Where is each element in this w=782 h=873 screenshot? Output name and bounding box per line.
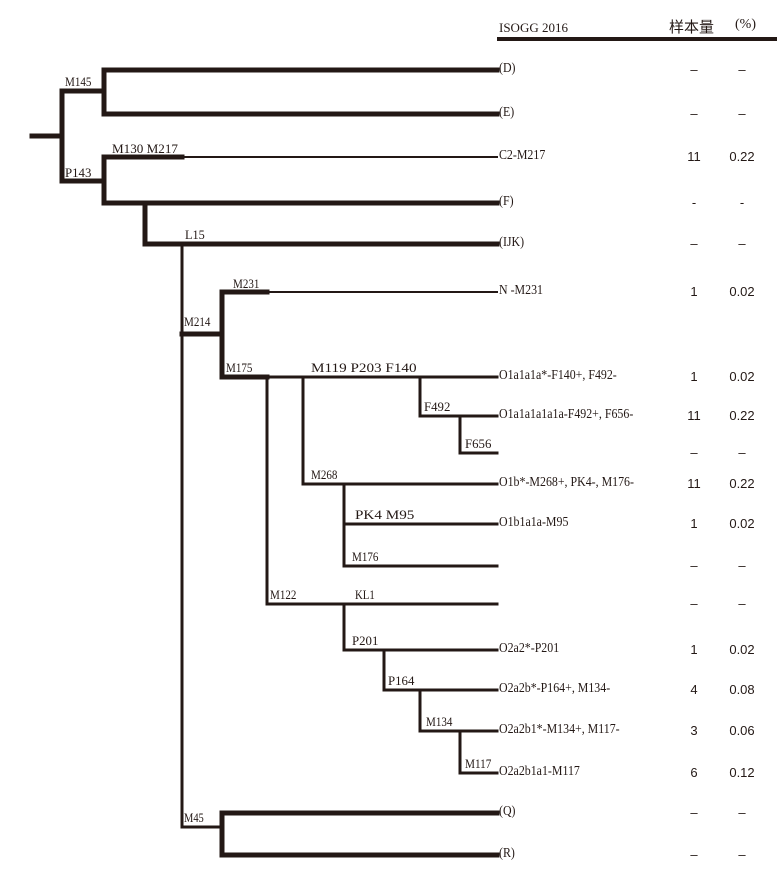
clade-label: (R) xyxy=(499,846,515,861)
sample-percent: 0.22 xyxy=(729,149,755,164)
snp-label-m122: M122 xyxy=(270,587,296,602)
clade-label: O1a1a1a*-F140+, F492- xyxy=(499,368,617,383)
clade-label: O2a2b*-P164+, M134- xyxy=(499,681,611,696)
sample-percent: – xyxy=(738,445,746,460)
sample-percent: – xyxy=(738,805,746,820)
snp-label-f656: F656 xyxy=(465,436,492,451)
clade-label: N -M231 xyxy=(499,283,543,298)
clade-label: (D) xyxy=(499,61,516,76)
sample-percent: 0.02 xyxy=(729,284,755,299)
header-percent-column: (%) xyxy=(735,17,756,32)
sample-percent: 0.22 xyxy=(729,408,755,423)
sample-count: 11 xyxy=(687,408,701,423)
snp-label-m130-m217: M130 M217 xyxy=(112,141,178,156)
sample-count: 11 xyxy=(687,149,701,164)
snp-label-p201: P201 xyxy=(352,633,378,648)
sample-percent: – xyxy=(738,558,746,573)
clade-label: O2a2*-P201 xyxy=(499,641,560,656)
clade-label: O1a1a1a1a1a-F492+, F656- xyxy=(499,407,634,422)
snp-label-m145: M145 xyxy=(65,74,91,89)
clade-label: C2-M217 xyxy=(499,148,546,163)
snp-label-p143: P143 xyxy=(65,165,91,180)
sample-count: – xyxy=(690,558,698,573)
clade-label: O1b*-M268+, PK4-, M176- xyxy=(499,475,634,490)
sample-percent: 0.12 xyxy=(729,765,755,780)
sample-count: 3 xyxy=(690,723,698,738)
sample-percent: 0.22 xyxy=(729,476,755,491)
sample-percent: – xyxy=(738,62,746,77)
clade-label: O1b1a1a-M95 xyxy=(499,515,569,530)
sample-percent: 0.02 xyxy=(729,642,755,657)
snp-label-m175: M175 xyxy=(226,360,252,375)
snp-label-kl1: KL1 xyxy=(355,587,375,602)
sample-percent: 0.08 xyxy=(729,682,755,697)
sample-count: – xyxy=(690,847,698,862)
snp-label-l15: L15 xyxy=(185,227,205,242)
sample-count: 1 xyxy=(690,642,698,657)
sample-count: 1 xyxy=(690,284,698,299)
sample-percent: – xyxy=(738,236,746,251)
sample-count: – xyxy=(690,106,698,121)
snp-label-pk4-m95: PK4 M95 xyxy=(355,507,414,522)
snp-label-p164: P164 xyxy=(388,673,415,688)
sample-count: 6 xyxy=(690,765,698,780)
sample-percent: – xyxy=(738,847,746,862)
sample-count: – xyxy=(690,596,698,611)
snp-label-m119-p203-f140: M119 P203 F140 xyxy=(311,360,417,375)
snp-label-m176: M176 xyxy=(352,549,379,564)
sample-count: – xyxy=(690,236,698,251)
sample-percent: – xyxy=(738,596,746,611)
sample-percent: 0.02 xyxy=(729,369,755,384)
snp-label-f492: F492 xyxy=(424,399,450,414)
snp-label-m214: M214 xyxy=(184,314,211,329)
clade-label: (E) xyxy=(499,105,515,120)
clade-label: (F) xyxy=(499,194,514,209)
sample-percent: – xyxy=(738,106,746,121)
clade-label: (IJK) xyxy=(499,235,525,250)
sample-count: 1 xyxy=(690,516,698,531)
snp-label-m45: M45 xyxy=(184,810,204,825)
header-clade-column: ISOGG 2016 xyxy=(499,20,568,35)
sample-count: 11 xyxy=(687,476,701,491)
sample-percent: - xyxy=(739,195,745,210)
sample-count: 4 xyxy=(690,682,698,697)
sample-count: – xyxy=(690,445,698,460)
snp-label-m117: M117 xyxy=(465,756,492,771)
snp-label-m268: M268 xyxy=(311,467,337,482)
sample-percent: 0.06 xyxy=(729,723,755,738)
clade-label: O2a2b1a1-M117 xyxy=(499,764,580,779)
sample-percent: 0.02 xyxy=(729,516,755,531)
clade-label: (Q) xyxy=(499,804,516,819)
snp-label-m134: M134 xyxy=(426,714,453,729)
sample-count: – xyxy=(690,805,698,820)
clade-label: O2a2b1*-M134+, M117- xyxy=(499,722,620,737)
sample-count: - xyxy=(691,195,697,210)
header-count-column: 样本量 xyxy=(669,18,715,36)
sample-count: 1 xyxy=(690,369,698,384)
snp-label-m231: M231 xyxy=(233,276,259,291)
header-rule xyxy=(497,37,777,41)
sample-count: – xyxy=(690,62,698,77)
